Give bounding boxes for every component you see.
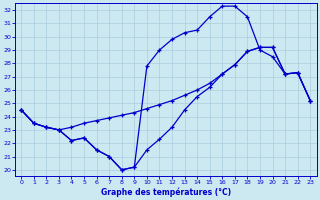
X-axis label: Graphe des températures (°C): Graphe des températures (°C): [101, 187, 231, 197]
